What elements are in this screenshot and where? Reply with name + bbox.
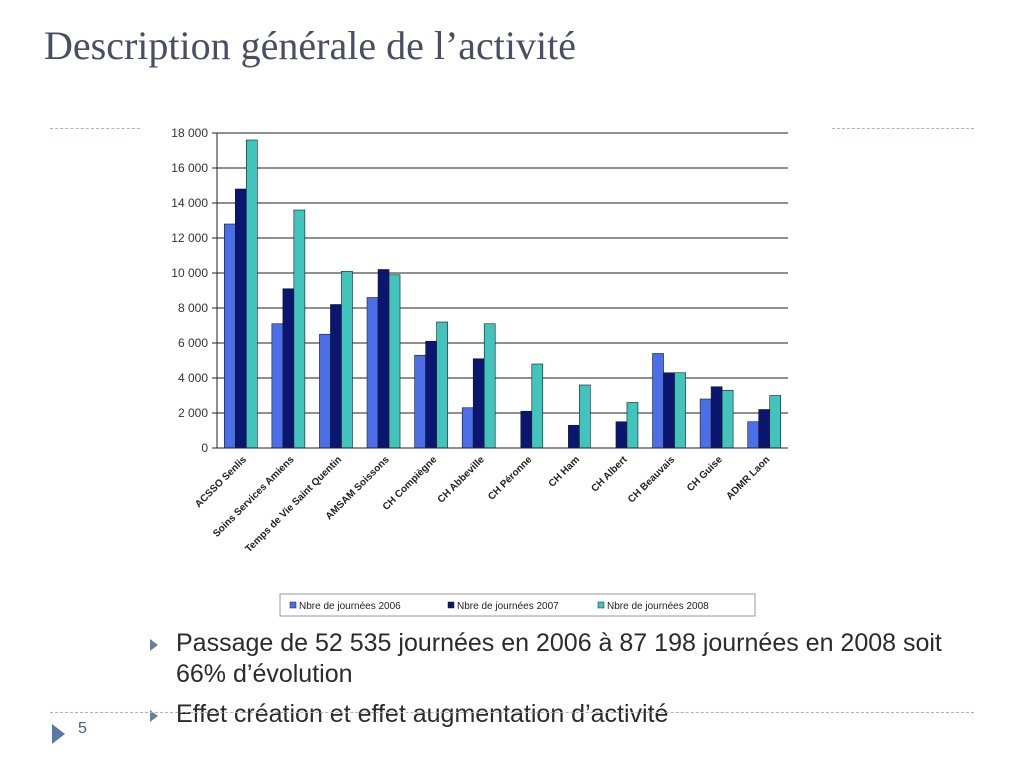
bar xyxy=(568,424,580,449)
y-tick-label: 4 000 xyxy=(178,371,208,385)
bar xyxy=(520,410,533,449)
legend-swatch xyxy=(447,601,455,609)
bullet-text: Passage de 52 535 journées en 2006 à 87 … xyxy=(176,629,942,688)
bar xyxy=(483,323,496,449)
legend-label: Nbre de journées 2008 xyxy=(607,601,709,612)
bar xyxy=(293,209,306,449)
bar xyxy=(223,223,236,449)
bar xyxy=(319,333,331,449)
y-tick-label: 14 000 xyxy=(171,196,208,210)
bar xyxy=(615,421,628,449)
x-tick-label: CH Ham xyxy=(547,454,582,489)
footer-divider xyxy=(50,712,974,713)
bar xyxy=(234,188,247,449)
bar xyxy=(414,354,426,449)
slide-title: Description générale de l’activité xyxy=(44,23,576,68)
x-tick-label: CH Guise xyxy=(685,454,725,494)
bar xyxy=(747,421,760,449)
bar xyxy=(710,386,723,449)
x-tick-label: CH Abbeville xyxy=(436,454,487,505)
grid-layer xyxy=(217,132,788,449)
bar xyxy=(674,372,686,449)
bullet-arrow-icon xyxy=(150,710,158,722)
bar xyxy=(699,398,712,449)
bar xyxy=(245,139,258,449)
y-tick-label: 2 000 xyxy=(178,406,208,420)
y-axis: 0 2 000 4 000 6 000 8 000 10 000 12 000 14 000 1… xyxy=(171,126,218,455)
bar xyxy=(721,389,734,449)
x-tick-label: ADMR Laon xyxy=(724,454,772,502)
bar xyxy=(366,297,379,449)
bar xyxy=(758,409,771,449)
bar-chart: 0 2 000 4 000 6 000 8 000 10 000 12 000 14 000 1… xyxy=(171,126,788,617)
bar-layer xyxy=(223,139,782,449)
legend-box xyxy=(279,593,756,617)
bullet-list: Passage de 52 535 journées en 2006 à 87 … xyxy=(148,628,978,739)
bar xyxy=(436,321,448,449)
bullet-item: Passage de 52 535 journées en 2006 à 87 … xyxy=(148,628,978,690)
footer-arrow-icon xyxy=(52,724,65,744)
divider-left xyxy=(50,128,140,129)
bar xyxy=(652,353,664,449)
legend: Nbre de journées 2006 Nbre de journées 20… xyxy=(279,593,756,617)
bar xyxy=(425,340,437,449)
y-tick-label: 18 000 xyxy=(171,126,208,140)
bullet-item: Effet création et effet augmentation d’a… xyxy=(148,699,978,730)
bar xyxy=(461,407,474,449)
legend-swatch xyxy=(289,601,297,609)
bar xyxy=(271,323,284,449)
x-tick-label: Soins Services Amiens xyxy=(211,454,297,540)
y-tick-label: 8 000 xyxy=(178,301,208,315)
bar xyxy=(579,384,591,449)
legend-swatch xyxy=(597,601,605,609)
bullet-text: Effet création et effet augmentation d’a… xyxy=(176,700,669,728)
bar xyxy=(377,269,390,449)
bullet-arrow-icon xyxy=(150,639,158,651)
x-tick-label: CH Albert xyxy=(589,454,630,495)
bar xyxy=(626,402,639,449)
y-tick-label: 10 000 xyxy=(171,266,208,280)
page-number: 5 xyxy=(78,720,87,737)
y-tick-label: 6 000 xyxy=(178,336,208,350)
bar xyxy=(472,358,485,449)
x-tick-label: Temps de Vie Saint Quentin xyxy=(243,454,344,555)
legend-label: Nbre de journées 2007 xyxy=(457,601,559,612)
bar xyxy=(330,304,342,449)
bar xyxy=(282,288,295,449)
bar xyxy=(341,270,353,449)
divider-right xyxy=(832,128,974,129)
y-tick-label: 12 000 xyxy=(171,231,208,245)
bar xyxy=(769,395,782,449)
x-tick-label: CH Beauvais xyxy=(626,454,677,505)
bar xyxy=(531,363,544,449)
y-tick-label: 16 000 xyxy=(171,161,208,175)
y-tick-label: 0 xyxy=(201,441,208,455)
legend-label: Nbre de journées 2006 xyxy=(299,601,401,612)
bar xyxy=(663,372,675,449)
x-tick-label: CH Péronne xyxy=(486,454,535,503)
bar xyxy=(388,274,401,449)
